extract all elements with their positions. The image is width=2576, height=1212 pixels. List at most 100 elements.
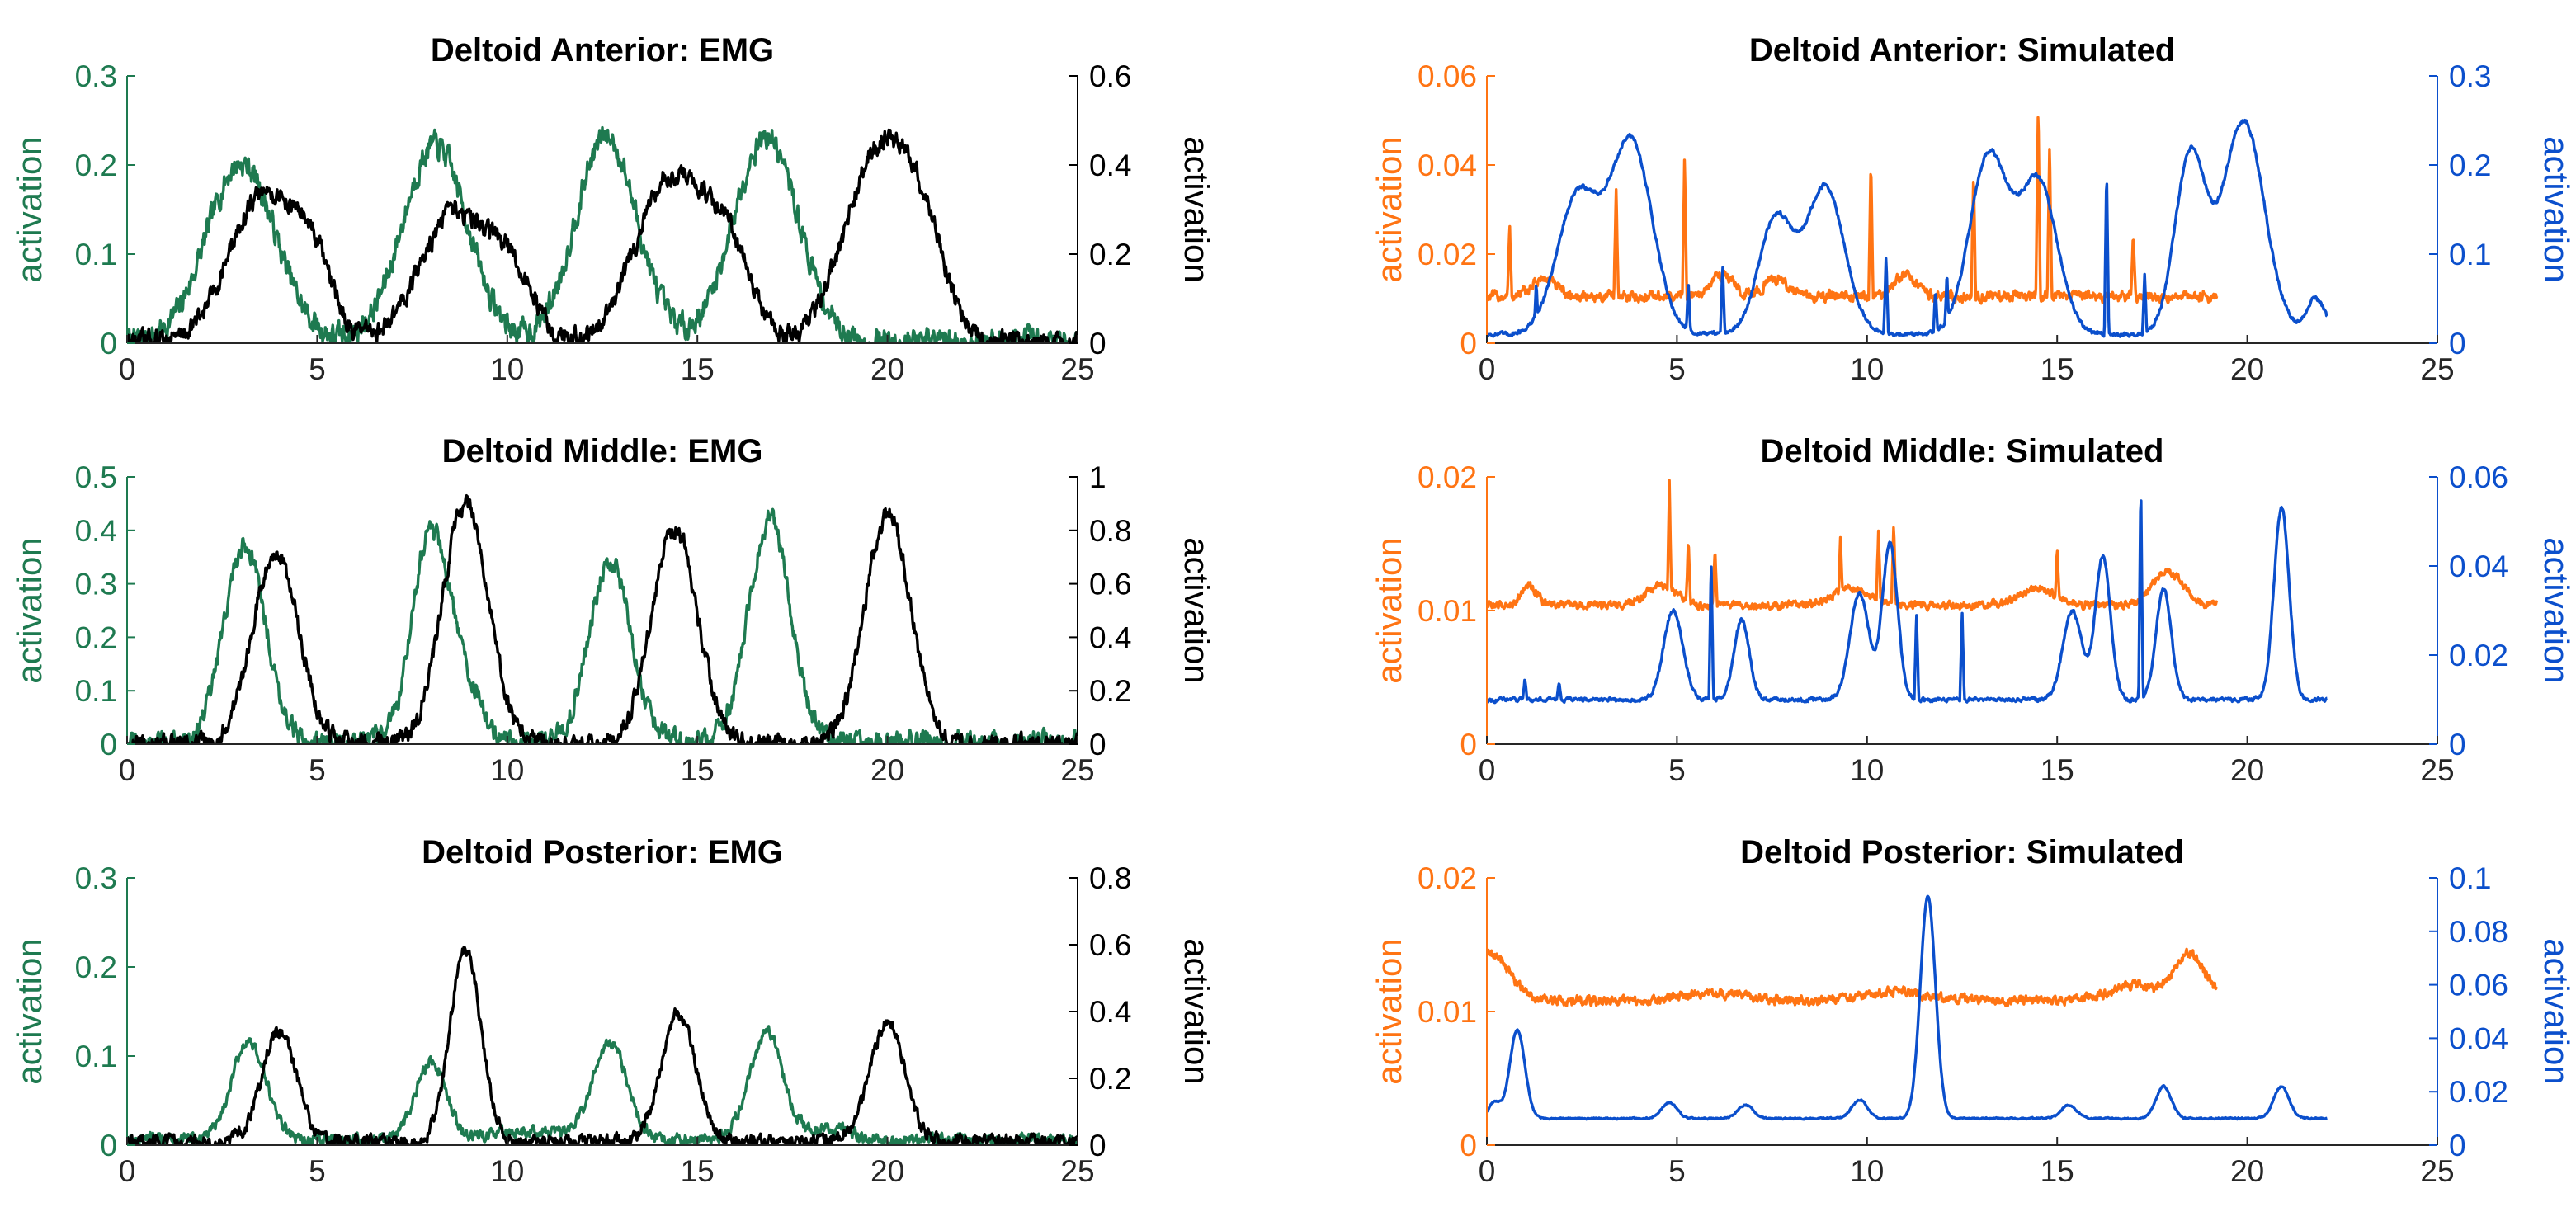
x-tick-label: 25 bbox=[2420, 352, 2454, 386]
y-tick-label-left: 0 bbox=[1460, 327, 1477, 361]
y-tick-label-left: 0.5 bbox=[75, 460, 117, 494]
y-tick-label-right: 0.08 bbox=[2449, 915, 2508, 949]
y-tick-label-left: 0.1 bbox=[75, 1040, 117, 1073]
y-tick-label-left: 0.04 bbox=[1418, 149, 1477, 182]
x-tick-label: 15 bbox=[681, 753, 715, 787]
x-tick-label: 15 bbox=[681, 352, 715, 386]
y-tick-label-left: 0.3 bbox=[75, 568, 117, 601]
y-tick-label-left: 0.06 bbox=[1418, 59, 1477, 93]
y-label-right: activation bbox=[2537, 537, 2576, 683]
y-tick-label-right: 0.06 bbox=[2449, 460, 2508, 494]
x-tick-label: 5 bbox=[1668, 1154, 1686, 1188]
y-tick-label-left: 0.3 bbox=[75, 861, 117, 895]
x-tick-label: 0 bbox=[119, 352, 136, 386]
y-tick-label-left: 0 bbox=[1460, 1129, 1477, 1162]
x-tick-label: 5 bbox=[309, 352, 326, 386]
chart-title: Deltoid Anterior: Simulated bbox=[1749, 32, 2175, 68]
chart-title: Deltoid Anterior: EMG bbox=[431, 32, 774, 68]
y-label-left: activation bbox=[1370, 136, 1408, 282]
y-label-left: activation bbox=[1370, 537, 1408, 683]
x-tick-label: 15 bbox=[681, 1154, 715, 1188]
y-tick-label-left: 0.3 bbox=[75, 59, 117, 93]
series-group bbox=[1487, 116, 2328, 338]
y-tick-label-left: 0.2 bbox=[75, 620, 117, 654]
y-tick-label-right: 0.4 bbox=[1089, 149, 1131, 182]
y-label-right: activation bbox=[2537, 938, 2576, 1084]
x-tick-label: 10 bbox=[1850, 753, 1884, 787]
y-tick-label-right: 0 bbox=[2449, 728, 2466, 762]
y-tick-label-right: 0.04 bbox=[2449, 549, 2508, 583]
y-label-right: activation bbox=[1177, 537, 1216, 683]
y-tick-label-right: 0.1 bbox=[2449, 861, 2491, 895]
y-tick-label-right: 0.6 bbox=[1089, 59, 1131, 93]
x-tick-label: 5 bbox=[1668, 352, 1686, 386]
y-tick-label-left: 0.01 bbox=[1418, 594, 1477, 628]
x-tick-label: 20 bbox=[2230, 352, 2264, 386]
x-tick-label: 15 bbox=[2041, 753, 2074, 787]
series-line-right bbox=[127, 946, 1078, 1145]
y-tick-label-right: 0 bbox=[1089, 728, 1106, 762]
y-tick-label-right: 0.3 bbox=[2449, 59, 2491, 93]
series-line-right bbox=[127, 128, 1078, 343]
series-group bbox=[1487, 894, 2328, 1121]
y-tick-label-left: 0.02 bbox=[1418, 460, 1477, 494]
y-tick-label-right: 0.4 bbox=[1089, 995, 1131, 1029]
y-label-left: activation bbox=[1370, 938, 1408, 1084]
series-line-left bbox=[127, 1025, 1078, 1145]
series-group bbox=[127, 946, 1078, 1145]
y-label-left: activation bbox=[10, 537, 49, 683]
x-tick-label: 25 bbox=[1060, 1154, 1094, 1188]
x-tick-label: 20 bbox=[2230, 1154, 2264, 1188]
y-tick-label-left: 0 bbox=[1460, 728, 1477, 762]
x-tick-label: 20 bbox=[870, 1154, 904, 1188]
series-group bbox=[127, 125, 1078, 343]
x-tick-label: 20 bbox=[870, 352, 904, 386]
series-line-left bbox=[1487, 947, 2219, 1007]
x-tick-label: 10 bbox=[490, 753, 524, 787]
x-tick-label: 25 bbox=[1060, 352, 1094, 386]
y-tick-label-left: 0.1 bbox=[75, 238, 117, 271]
series-line-right bbox=[1487, 894, 2328, 1121]
series-line-left bbox=[1487, 116, 2219, 305]
y-tick-label-right: 0.06 bbox=[2449, 969, 2508, 1002]
series-line-right bbox=[1487, 499, 2328, 705]
y-tick-label-left: 0.02 bbox=[1418, 861, 1477, 895]
y-label-right: activation bbox=[1177, 136, 1216, 282]
x-tick-label: 25 bbox=[1060, 753, 1094, 787]
x-tick-label: 15 bbox=[2041, 352, 2074, 386]
y-tick-label-right: 0.8 bbox=[1089, 514, 1131, 548]
x-tick-label: 0 bbox=[1479, 753, 1496, 787]
x-tick-label: 10 bbox=[490, 1154, 524, 1188]
chart-title: Deltoid Posterior: Simulated bbox=[1740, 834, 2184, 870]
x-tick-label: 20 bbox=[870, 753, 904, 787]
chart-title: Deltoid Middle: Simulated bbox=[1761, 433, 2164, 469]
y-label-right: activation bbox=[2537, 136, 2576, 282]
y-tick-label-right: 0.02 bbox=[2449, 639, 2508, 672]
x-tick-label: 0 bbox=[119, 753, 136, 787]
x-tick-label: 5 bbox=[309, 1154, 326, 1188]
y-tick-label-left: 0 bbox=[100, 327, 117, 361]
x-tick-label: 10 bbox=[1850, 352, 1884, 386]
series-group bbox=[127, 494, 1078, 744]
x-tick-label: 5 bbox=[309, 753, 326, 787]
y-tick-label-right: 0.8 bbox=[1089, 861, 1131, 895]
y-tick-label-right: 0.2 bbox=[2449, 149, 2491, 182]
y-tick-label-left: 0 bbox=[100, 728, 117, 762]
x-tick-label: 25 bbox=[2420, 1154, 2454, 1188]
y-tick-label-right: 0.2 bbox=[1089, 238, 1131, 271]
y-tick-label-right: 0 bbox=[1089, 327, 1106, 361]
x-tick-label: 10 bbox=[490, 352, 524, 386]
y-tick-label-right: 0 bbox=[2449, 1129, 2466, 1162]
x-tick-label: 15 bbox=[2041, 1154, 2074, 1188]
series-group bbox=[1487, 479, 2328, 705]
y-tick-label-right: 0 bbox=[2449, 327, 2466, 361]
y-tick-label-right: 0.2 bbox=[1089, 674, 1131, 708]
y-tick-label-right: 0.6 bbox=[1089, 928, 1131, 962]
series-line-left bbox=[127, 507, 1078, 744]
x-tick-label: 5 bbox=[1668, 753, 1686, 787]
